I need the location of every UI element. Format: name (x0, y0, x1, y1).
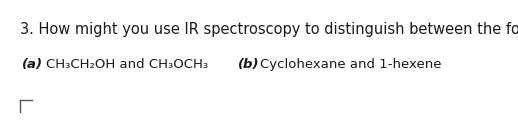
Text: (b): (b) (238, 58, 260, 71)
Text: CH₃CH₂OH and CH₃OCH₃: CH₃CH₂OH and CH₃OCH₃ (46, 58, 208, 71)
Text: (a): (a) (22, 58, 43, 71)
Text: 3. How might you use IR spectroscopy to distinguish between the following pairs : 3. How might you use IR spectroscopy to … (20, 22, 518, 37)
Text: Cyclohexane and 1-hexene: Cyclohexane and 1-hexene (260, 58, 441, 71)
